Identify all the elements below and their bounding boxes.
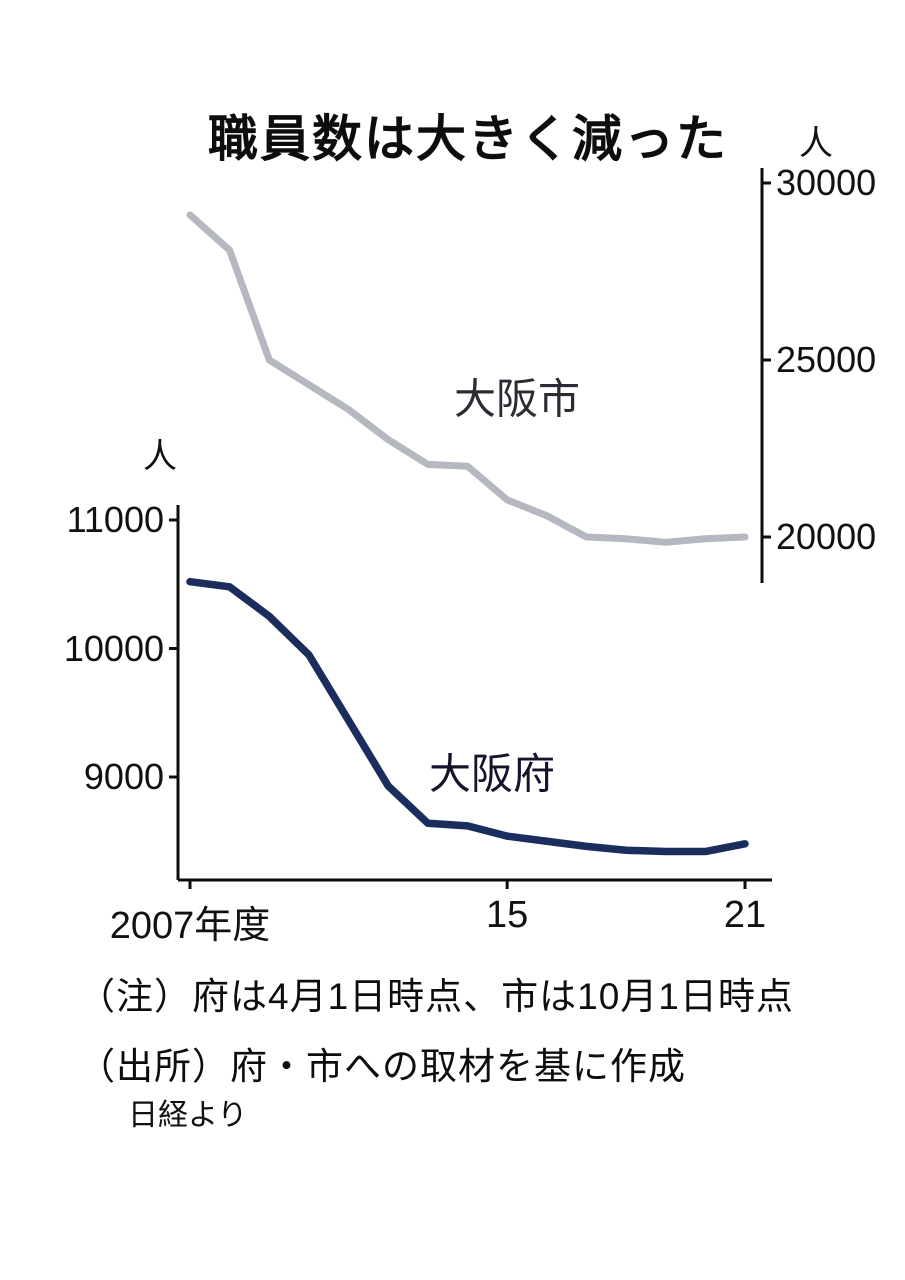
source-credit: 日経より	[128, 1099, 248, 1132]
series-line-osaka-prefecture	[186, 577, 749, 856]
series-label-osaka-city: 大阪市	[453, 375, 581, 423]
right-axis-unit-label: 人	[799, 124, 833, 163]
footnote-timing: （注）府は4月1日時点、市は10月1日時点	[78, 976, 794, 1017]
chart-title: 職員数は大きく減った	[208, 111, 728, 167]
left-axis-unit-label: 人	[143, 437, 177, 476]
right-axis-tick-label: 20000	[776, 516, 877, 557]
left-axis-tick-label: 9000	[83, 756, 164, 797]
series-line-osaka-city	[186, 211, 749, 546]
footnote-source: （出所）府・市への取材を基に作成	[78, 1046, 686, 1087]
x-axis-tick-label: 21	[723, 894, 767, 936]
left-axis-tick-label: 11000	[66, 499, 164, 540]
right-axis-tick-label: 25000	[776, 339, 877, 380]
left-axis-tick-label: 10000	[63, 627, 164, 669]
series-label-osaka-prefecture: 大阪府	[428, 750, 556, 798]
right-axis-tick-label: 30000	[776, 162, 877, 203]
x-axis-tick-label: 15	[486, 894, 529, 936]
x-axis-tick-label: 2007年度	[109, 905, 271, 947]
